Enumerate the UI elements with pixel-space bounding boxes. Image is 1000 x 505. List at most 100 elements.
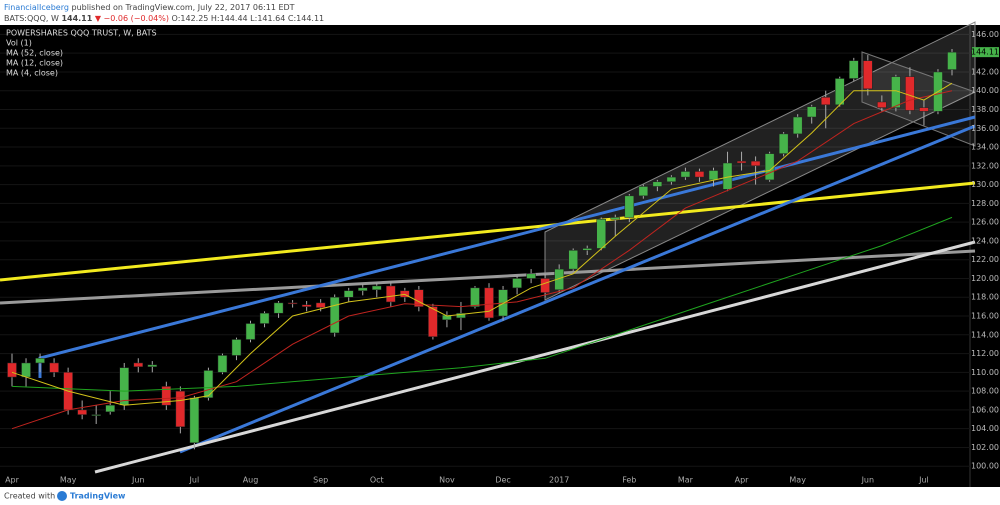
candle-body	[919, 107, 929, 112]
candle-body	[568, 250, 578, 270]
y-tick-label: 102.00	[971, 443, 999, 452]
candle-body	[806, 106, 817, 118]
candle-body	[680, 171, 691, 178]
candle-body	[442, 314, 452, 321]
y-tick-label: 136.00	[971, 124, 999, 133]
y-tick-label: 122.00	[971, 255, 999, 264]
x-tick-label: Jun	[131, 476, 145, 485]
candle-body	[259, 312, 270, 324]
plot-layer	[7, 49, 957, 450]
moving-average-line	[11, 90, 953, 430]
candle-body	[596, 219, 607, 249]
publish-line: FinancialIceberg published on TradingVie…	[4, 3, 295, 12]
candle-body	[161, 386, 172, 406]
y-tick-label: 106.00	[971, 405, 999, 414]
candle-body	[792, 116, 803, 135]
symbol-line: BATS:QQQ, W 144.11 ▼ −0.06 (−0.04%) O:14…	[4, 14, 324, 23]
candle-body	[273, 302, 284, 314]
candle-body	[245, 323, 256, 340]
moving-average-line	[11, 82, 953, 406]
y-tick-label: 112.00	[971, 349, 999, 358]
candle-body	[835, 78, 845, 106]
y-tick-label: 118.00	[971, 293, 999, 302]
footer-bar	[0, 487, 1000, 505]
candle-body	[905, 76, 915, 111]
candle-body	[357, 287, 368, 291]
y-tick-label: 128.00	[971, 199, 999, 208]
x-tick-label: Oct	[370, 476, 384, 485]
x-tick-label: May	[789, 476, 806, 485]
candle-body	[231, 339, 242, 356]
candle-body	[764, 153, 775, 181]
candle-body	[372, 285, 382, 290]
candle-body	[778, 133, 789, 154]
trend-line-gray	[0, 249, 976, 305]
trend-line-blue-lower	[179, 124, 976, 454]
x-tick-label: Mar	[678, 476, 694, 485]
y-tick-label: 140.00	[971, 86, 999, 95]
candle-body	[203, 370, 214, 398]
publish-info: published on TradingView.com, July 22, 2…	[71, 3, 294, 12]
candle-body	[484, 287, 494, 319]
x-tick-label: Jul	[918, 476, 929, 485]
trend-line-yellow	[0, 181, 976, 282]
candle-body	[175, 390, 186, 428]
candle-body	[540, 278, 550, 293]
candle-body	[694, 171, 705, 178]
candle-body	[91, 414, 101, 416]
x-tick-label: Feb	[622, 476, 636, 485]
candle-body	[343, 290, 354, 298]
candle-body	[554, 268, 564, 290]
legend-entry: MA (4, close)	[6, 69, 58, 78]
y-tick-label: 108.00	[971, 387, 999, 396]
candle-body	[301, 304, 312, 307]
candle-body	[35, 358, 45, 364]
legend-entry: MA (52, close)	[6, 49, 63, 58]
x-tick-label: Sep	[313, 476, 328, 485]
candle-body	[105, 404, 115, 413]
candle-body	[652, 181, 663, 187]
author-link[interactable]: FinancialIceberg	[4, 3, 69, 12]
candle-body	[21, 362, 31, 378]
candle-body	[119, 367, 129, 406]
y-tick-label: 138.00	[971, 105, 999, 114]
candle-body	[849, 60, 859, 79]
candle-body	[287, 302, 298, 305]
price-change: ▼ −0.06 (−0.04%)	[95, 14, 169, 23]
y-tick-label: 142.00	[971, 67, 999, 76]
y-tick-label: 100.00	[971, 462, 999, 471]
header-bar	[0, 0, 1000, 25]
candle-body	[147, 364, 158, 367]
y-tick-label: 126.00	[971, 218, 999, 227]
footer-brand[interactable]: TradingView	[70, 492, 126, 501]
volume-legend: Vol (1)	[6, 39, 32, 48]
candle-body	[947, 51, 957, 70]
brand-icon	[57, 491, 67, 501]
candle-body	[217, 355, 228, 373]
x-tick-label: Jun	[861, 476, 875, 485]
y-tick-label: 124.00	[971, 236, 999, 245]
candle-body	[428, 306, 438, 337]
candle-body	[877, 101, 887, 108]
footer-created: Created with	[4, 492, 55, 501]
candle-body	[666, 176, 677, 183]
last-price-box	[972, 47, 999, 58]
candle-body	[315, 302, 326, 308]
candle-body	[7, 362, 17, 378]
trend-line-white	[94, 240, 976, 474]
candle-body	[526, 273, 536, 279]
moving-average-line	[11, 216, 953, 392]
y-tick-label: 130.00	[971, 180, 999, 189]
candle-body	[189, 397, 200, 444]
x-tick-label: Dec	[495, 476, 510, 485]
candle-body	[863, 60, 873, 90]
y-tick-label: 132.00	[971, 161, 999, 170]
x-tick-label: 2017	[549, 476, 569, 485]
x-tick-label: Nov	[439, 476, 455, 485]
candle-body	[736, 160, 747, 164]
candle-body	[624, 195, 635, 218]
x-tick-label: Jul	[189, 476, 200, 485]
candle-body	[750, 160, 761, 167]
y-tick-label: 116.00	[971, 312, 999, 321]
